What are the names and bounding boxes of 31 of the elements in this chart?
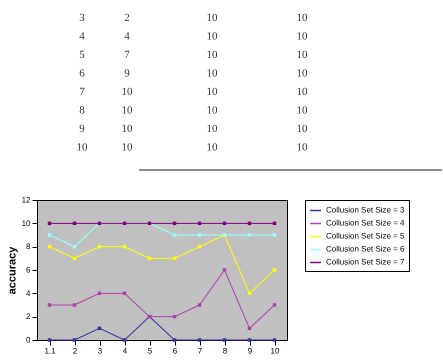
text: 8 10 10 10 [79, 104, 308, 116]
text: 3 2 10 10 [79, 12, 308, 24]
x-tick-label: 9 [248, 346, 253, 356]
x-tick-label: 4 [122, 346, 128, 356]
x-tick-label: 6 [172, 346, 178, 356]
legend-label: Collusion Set Size = 5 [326, 232, 406, 240]
legend-label: Collusion Set Size = 4 [326, 218, 406, 228]
x-tick-label: 10 [270, 346, 280, 356]
legend-label: Collusion Set Size = 6 [326, 244, 406, 254]
text: 7 10 10 10 [79, 86, 308, 98]
y-tick-label: 0 [26, 336, 32, 344]
y-axis-title: accuracy [6, 246, 19, 294]
x-tick-label: 7 [198, 346, 203, 356]
y-tick-label: 8 [26, 242, 32, 252]
legend-label: Collusion Set Size = 3 [326, 206, 406, 214]
x-tick-label: 8 [222, 346, 228, 356]
x-tick-label: 3 [98, 346, 103, 356]
y-tick-label: 10 [22, 218, 32, 228]
text: 4 4 10 10 [79, 30, 308, 42]
text: 9 10 10 10 [79, 123, 308, 135]
text: 5 7 10 10 [79, 49, 308, 61]
x-tick-label: 2 [72, 346, 78, 356]
y-tick-label: 2 [26, 312, 32, 322]
x-tick-label: 5 [148, 346, 153, 356]
text: 10 10 10 10 [76, 142, 308, 154]
y-tick-label: 6 [26, 266, 32, 274]
legend-label: Collusion Set Size = 7 [326, 258, 406, 266]
text: 6 9 10 10 [79, 68, 308, 80]
y-tick-label: 12 [22, 196, 32, 204]
x-tick-label: 1.1 [44, 346, 56, 356]
y-tick-label: 4 [26, 288, 32, 298]
